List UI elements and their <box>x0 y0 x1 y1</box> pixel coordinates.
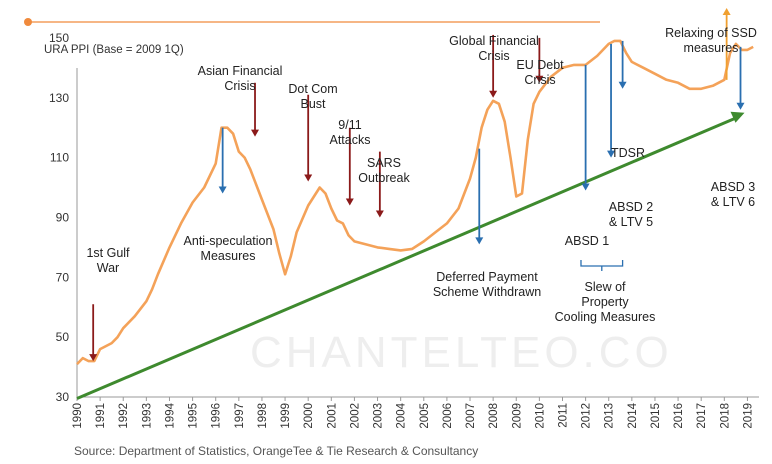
y-tick-label: 150 <box>49 31 69 45</box>
x-tick-label: 1997 <box>234 403 246 429</box>
y-tick-label: 90 <box>56 210 70 224</box>
annotation-arrowhead <box>475 237 484 245</box>
ppi-series-line <box>76 39 754 366</box>
series-group <box>76 39 754 366</box>
annotation-arrowhead <box>581 183 590 191</box>
x-tick-label: 2010 <box>534 403 546 429</box>
x-tick-label: 2006 <box>442 403 454 429</box>
annotation-arrowhead <box>736 102 745 110</box>
x-tick-label: 2003 <box>373 403 385 429</box>
annotation-arrowhead <box>489 90 498 98</box>
annotation-arrowhead <box>535 75 544 83</box>
annotation-arrowhead <box>304 174 313 182</box>
cooling-measures-bracket <box>580 260 624 271</box>
annotation-label: Relaxing of SSD measures <box>665 26 757 55</box>
annotation-arrowhead <box>722 8 731 15</box>
y-tick-label: 70 <box>56 270 70 284</box>
watermark: CHANTELTEO.CO <box>250 328 673 377</box>
y-axis-label: URA PPI (Base = 2009 1Q) <box>44 44 184 56</box>
annotation-arrowhead <box>89 354 98 362</box>
x-tick-label: 2015 <box>650 403 662 429</box>
x-tick-label: 2017 <box>696 403 708 429</box>
annotation-arrowhead <box>618 81 627 89</box>
x-tick-label: 2007 <box>465 403 477 429</box>
x-tick-label: 1991 <box>95 403 107 429</box>
x-tick-label: 2002 <box>349 403 361 429</box>
x-tick-label: 2014 <box>627 402 639 428</box>
y-tick-label: 50 <box>56 330 70 344</box>
x-tick-label: 1992 <box>118 403 130 429</box>
trend-line <box>76 116 738 400</box>
source-note: Source: Department of Statistics, Orange… <box>74 444 479 458</box>
annotation-label: Anti-speculation Measures <box>183 234 273 263</box>
annotation-label: ABSD 3 & LTV 6 <box>710 180 756 209</box>
x-tick-label: 2000 <box>303 403 315 429</box>
annotation-label: 1st Gulf War <box>86 246 130 275</box>
annotation-label: ABSD 1 <box>564 234 610 248</box>
annotation-arrowhead <box>251 129 260 137</box>
annotation-label: 9/11 Attacks <box>329 118 371 147</box>
x-tick-label: 1998 <box>257 403 269 429</box>
x-tick-label: 2001 <box>326 403 338 429</box>
annotation-label: SARS Outbreak <box>358 156 410 185</box>
x-tick-label: 1999 <box>280 403 292 429</box>
header-accent-dot <box>24 18 32 26</box>
x-tick-label: 1996 <box>211 403 223 429</box>
x-tick-label: 2005 <box>419 403 431 429</box>
annotation-label: Dot Com Bust <box>288 82 338 111</box>
y-tick-label: 130 <box>49 91 69 105</box>
annotation-label: TDSR <box>610 146 646 160</box>
trend-line-group <box>76 111 745 400</box>
annotation-arrowhead <box>375 210 384 218</box>
x-tick-label: 2012 <box>581 403 593 429</box>
axes: 30 50 70 90 110 130 150 1990 1991 1992 1993 1994 199… <box>49 31 759 429</box>
x-tick-label: 2008 <box>488 403 500 429</box>
x-tick-label: 1993 <box>141 403 153 429</box>
x-tick-label: 2004 <box>396 402 408 428</box>
x-tick-label: 2018 <box>719 403 731 429</box>
x-tick-label: 1995 <box>188 403 200 429</box>
annotation-label: EU Debt Crisis <box>516 58 564 87</box>
annotation-arrowhead <box>218 186 227 194</box>
annotation-label: Global Financial Crisis <box>449 34 539 63</box>
annotation-arrowhead <box>345 198 354 206</box>
x-tick-label: 1990 <box>72 403 84 429</box>
y-tick-label: 110 <box>50 151 69 165</box>
x-tick-label: 2009 <box>511 403 523 429</box>
annotation-label: Asian Financial Crisis <box>197 64 283 93</box>
annotation-arrowhead <box>607 150 616 158</box>
x-tick-label: 2019 <box>742 403 754 429</box>
annotation-label: Slew of Property Cooling Measures <box>554 280 656 324</box>
trend-arrowhead <box>730 111 745 123</box>
x-tick-label: 1994 <box>164 402 176 428</box>
x-tick-label: 2011 <box>557 403 569 428</box>
y-tick-label: 30 <box>56 390 70 404</box>
x-tick-label: 2016 <box>673 403 685 429</box>
annotation-label: ABSD 2 & LTV 5 <box>608 200 654 229</box>
annotation-arrows <box>89 8 745 362</box>
annotation-label: Deferred Payment Scheme Withdrawn <box>432 270 542 299</box>
header-accent <box>24 18 600 26</box>
x-tick-label: 2013 <box>604 403 616 429</box>
